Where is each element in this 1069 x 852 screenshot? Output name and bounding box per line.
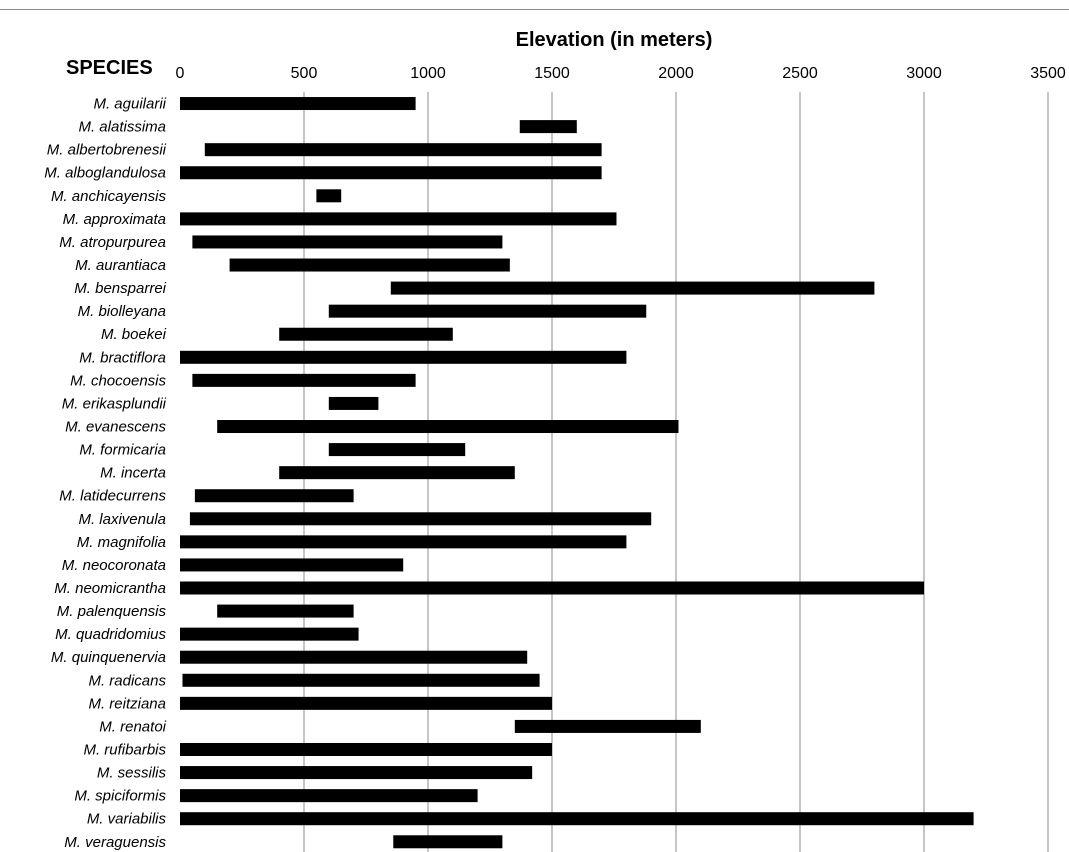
range-bar bbox=[180, 212, 617, 226]
category-label: M. approximata bbox=[63, 211, 166, 228]
category-label: M. spiciformis bbox=[74, 788, 166, 805]
range-bar bbox=[204, 143, 602, 157]
range-bar bbox=[189, 512, 652, 526]
category-label: M. aurantiaca bbox=[75, 257, 166, 274]
range-bar bbox=[328, 443, 466, 457]
category-label: M. laxivenula bbox=[78, 511, 166, 528]
range-bar bbox=[180, 558, 404, 572]
range-bar bbox=[180, 766, 533, 780]
range-bar bbox=[192, 373, 416, 387]
range-bar bbox=[229, 258, 510, 272]
range-bar bbox=[180, 789, 478, 803]
range-bar bbox=[180, 627, 359, 641]
category-label: M. neocoronata bbox=[62, 557, 166, 574]
range-bar bbox=[519, 120, 577, 134]
range-bar bbox=[180, 166, 602, 180]
x-tick-label: 3000 bbox=[906, 65, 942, 82]
range-bar bbox=[328, 396, 379, 410]
x-tick-labels: 0 500 1000 1500 2000 2500 3000 3500 bbox=[176, 65, 1066, 82]
x-tick-label: 500 bbox=[291, 65, 318, 82]
category-label: M. quinquenervia bbox=[51, 649, 166, 666]
category-label: M. albertobrenesii bbox=[47, 142, 167, 159]
category-label: M. rufibarbis bbox=[83, 741, 166, 758]
range-bar bbox=[217, 420, 679, 434]
category-label: M. renatoi bbox=[99, 718, 166, 735]
range-bar bbox=[316, 189, 342, 203]
category-label: M. bensparrei bbox=[74, 280, 166, 297]
x-tick-label: 1000 bbox=[410, 65, 446, 82]
range-bar bbox=[514, 719, 701, 733]
category-label: M. atropurpurea bbox=[59, 234, 166, 251]
category-label: M. boekei bbox=[101, 326, 167, 343]
category-label: M. veraguensis bbox=[64, 834, 166, 851]
range-bar bbox=[393, 835, 503, 849]
range-bar bbox=[328, 304, 647, 318]
x-tick-label: 1500 bbox=[534, 65, 570, 82]
category-label: M. quadridomius bbox=[55, 626, 166, 643]
range-bar bbox=[217, 604, 354, 618]
range-bar bbox=[180, 350, 627, 364]
range-bar bbox=[279, 327, 453, 341]
category-label: M. latidecurrens bbox=[59, 488, 166, 505]
category-label: M. incerta bbox=[100, 465, 166, 482]
category-label: M. sessilis bbox=[97, 765, 167, 782]
bars bbox=[180, 97, 974, 849]
range-bar bbox=[180, 742, 552, 756]
x-tick-label: 3500 bbox=[1030, 65, 1066, 82]
x-tick-label: 0 bbox=[176, 65, 185, 82]
y-axis-label: SPECIES bbox=[66, 57, 153, 79]
range-bar bbox=[180, 535, 627, 549]
category-label: M. biolleyana bbox=[78, 303, 166, 320]
category-label: M. neomicrantha bbox=[54, 580, 166, 597]
category-label: M. bractiflora bbox=[79, 349, 166, 366]
category-label: M. alboglandulosa bbox=[44, 165, 166, 182]
category-label: M. alatissima bbox=[78, 119, 166, 136]
range-bar bbox=[180, 581, 924, 595]
category-label: M. chocoensis bbox=[70, 372, 166, 389]
range-bar bbox=[180, 696, 552, 710]
category-label: M. palenquensis bbox=[57, 603, 167, 620]
category-label: M. evanescens bbox=[65, 419, 166, 436]
category-label: M. erikasplundii bbox=[62, 395, 167, 412]
top-rule bbox=[0, 9, 1069, 10]
range-bar bbox=[194, 489, 354, 503]
range-bar bbox=[180, 812, 974, 826]
x-tick-label: 2500 bbox=[782, 65, 818, 82]
category-label: M. reitziana bbox=[88, 695, 166, 712]
range-bar bbox=[279, 466, 515, 480]
category-labels: M. aguilarii M. alatissima M. albertobrene… bbox=[44, 96, 166, 851]
category-label: M. formicaria bbox=[79, 442, 166, 459]
x-tick-label: 2000 bbox=[658, 65, 694, 82]
range-bar bbox=[390, 281, 875, 295]
range-bar bbox=[180, 97, 416, 111]
category-label: M. radicans bbox=[88, 672, 166, 689]
range-bar bbox=[180, 650, 528, 664]
category-label: M. anchicayensis bbox=[51, 188, 167, 205]
range-bar bbox=[182, 673, 540, 687]
category-label: M. aguilarii bbox=[93, 96, 166, 113]
category-label: M. magnifolia bbox=[77, 534, 166, 551]
range-bar bbox=[192, 235, 503, 249]
category-label: M. variabilis bbox=[87, 811, 167, 828]
chart-title: Elevation (in meters) bbox=[515, 29, 713, 51]
